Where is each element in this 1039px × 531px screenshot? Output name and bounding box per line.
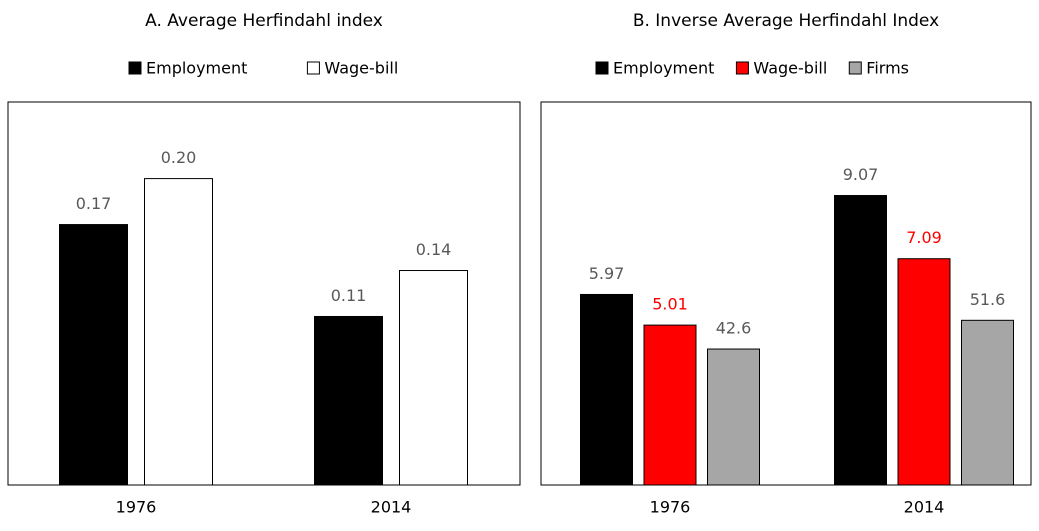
legend-label: Employment (613, 59, 714, 78)
data-label: 0.11 (331, 286, 367, 305)
chart-title: B. Inverse Average Herfindahl Index (633, 11, 939, 31)
bar (580, 293, 633, 486)
legend-label: Wage-bill (753, 59, 827, 78)
bar (897, 258, 951, 486)
x-tick-label: 2014 (371, 498, 412, 517)
legend-label: Firms (866, 59, 909, 78)
data-label: 5.01 (652, 295, 688, 314)
x-tick-label: 2014 (904, 498, 945, 517)
x-tick-label: 1976 (116, 498, 157, 517)
data-label: 5.97 (589, 264, 625, 283)
plot-frame (7, 101, 521, 486)
legend-label: Wage-bill (324, 59, 398, 78)
data-label: 51.6 (970, 290, 1006, 309)
legend-swatch (848, 61, 862, 75)
data-label: 42.6 (716, 319, 752, 338)
bar (59, 224, 128, 486)
bar (961, 319, 1014, 486)
chart-title: A. Average Herfindahl index (145, 11, 383, 31)
bar (707, 348, 760, 486)
data-label: 0.14 (416, 240, 452, 259)
x-tick-label: 1976 (650, 498, 691, 517)
plot-frame (540, 101, 1032, 486)
legend-swatch (306, 61, 320, 75)
data-label: 0.20 (161, 148, 197, 167)
bar (643, 324, 697, 486)
data-label: 7.09 (906, 228, 942, 247)
legend-label: Employment (146, 59, 247, 78)
legend-swatch (735, 61, 749, 75)
legend-swatch (595, 61, 609, 75)
legend-swatch (128, 61, 142, 75)
bar (144, 178, 213, 486)
bar (399, 270, 468, 486)
data-label: 9.07 (843, 165, 879, 184)
bar (834, 195, 887, 486)
bar (314, 315, 383, 486)
data-label: 0.17 (76, 194, 112, 213)
